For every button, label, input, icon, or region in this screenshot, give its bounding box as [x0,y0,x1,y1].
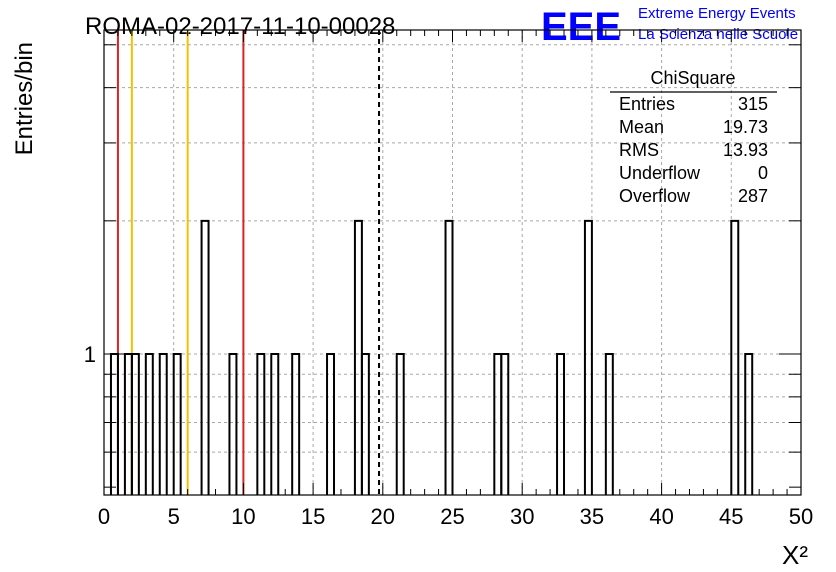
histogram-bin [395,352,405,495]
x-tick-labels: 0 5 10 15 20 25 30 35 40 45 50 [98,504,813,529]
x-tick-label: 15 [301,504,325,529]
stats-row-label: Entries [619,94,675,114]
histogram-bin [604,352,614,495]
x-tick-label: 0 [98,504,110,529]
stats-row-value: 19.73 [723,117,768,137]
eee-logo: EEE Extreme Energy Events La Scienza nel… [541,5,798,49]
stats-rows: Entries 315 Mean 19.73 RMS 13.93 Underflow 0 Ove… [619,94,768,206]
x-tick-label: 35 [580,504,604,529]
x-axis-label: X² [782,540,808,570]
stats-row-label: Underflow [619,163,701,183]
x-tick-label: 45 [719,504,743,529]
reference-lines [116,30,381,495]
histogram-bin [109,352,119,495]
stats-row-label: Overflow [619,186,691,206]
histogram-bin [123,352,133,495]
histogram-bin [130,352,140,495]
histogram-bin [200,219,210,495]
histogram-bin [256,352,266,495]
stats-row-value: 0 [758,163,768,183]
histogram-bin [291,352,301,495]
histogram-bin [730,219,740,495]
histogram-bin [270,352,280,495]
x-tick-label: 10 [231,504,255,529]
stats-title: ChiSquare [650,68,735,88]
histogram-bin [444,219,454,495]
y-axis-label: Entries/bin [11,42,38,155]
stats-row-value: 315 [738,94,768,114]
x-tick-label: 5 [168,504,180,529]
x-tick-label: 20 [371,504,395,529]
histogram-bin [583,219,593,495]
histogram-bin [158,352,168,495]
histogram-bin [228,352,238,495]
stats-row-label: RMS [619,140,659,160]
x-tick-label: 50 [789,504,813,529]
stats-row-label: Mean [619,117,664,137]
stats-row-value: 287 [738,186,768,206]
histogram-bin [500,352,510,495]
histogram-bin [556,352,566,495]
run-title: ROMA-02-2017-11-10-00028 [85,13,395,40]
x-tick-label: 40 [649,504,673,529]
org-line-1: Extreme Energy Events [638,5,796,22]
stats-row-value: 13.93 [723,140,768,160]
histogram-bin [326,352,336,495]
y-tick-labels: 1 [84,342,96,367]
y-tick-label: 1 [84,342,96,367]
histogram-bins [109,219,754,495]
histogram-bin [144,352,154,495]
logo-text: EEE [541,5,621,49]
x-tick-label: 30 [510,504,534,529]
histogram-bin [172,352,182,495]
x-tick-label: 25 [440,504,464,529]
histogram-bin [360,352,370,495]
axis-ticks [103,30,802,495]
histogram-bin [744,352,754,495]
histogram-bin [493,352,503,495]
stats-box: ChiSquare Entries 315 Mean 19.73 RMS 13.93 Und… [610,68,777,206]
histogram-bin [353,219,363,495]
